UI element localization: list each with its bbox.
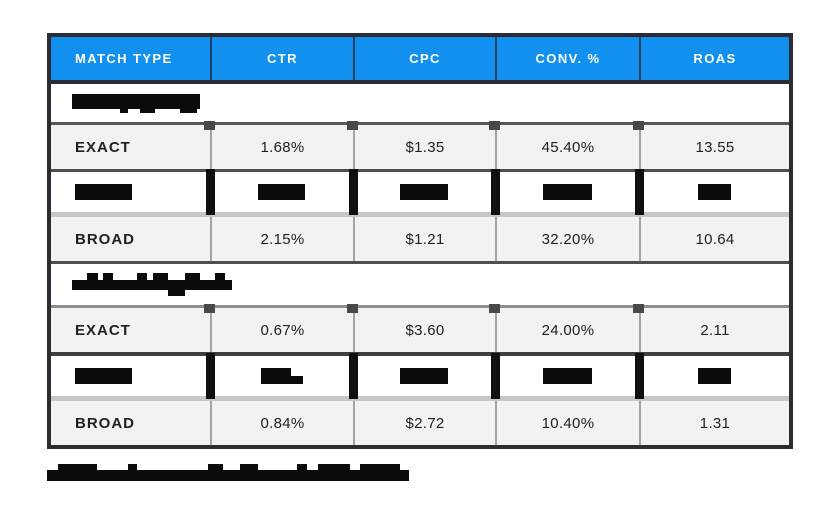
cell-cpc: $1.21: [353, 217, 495, 261]
header-label: MATCH TYPE: [75, 51, 173, 66]
header-cell-roas: ROAS: [639, 37, 789, 80]
redaction-bar: [697, 184, 731, 200]
section-2-title-row: [51, 264, 789, 313]
cell-conv: 10.40%: [495, 401, 639, 445]
header-label: ROAS: [693, 51, 737, 66]
redacted-column-divider: [349, 169, 358, 215]
redaction-bar: [542, 368, 592, 384]
redaction-bar: [400, 184, 448, 200]
header-cell-match-type: MATCH TYPE: [51, 37, 210, 80]
cell-match-type: BROAD: [75, 414, 135, 432]
redacted-column-divider: [349, 353, 358, 399]
cell-match-type: BROAD: [75, 230, 135, 248]
redacted-column-divider: [206, 353, 215, 399]
redaction-bar: [697, 368, 731, 384]
cell-ctr: 0.84%: [210, 401, 353, 445]
cell-conv-redacted: [495, 172, 639, 212]
border-nub: [489, 304, 500, 313]
cell-ctr-redacted: [210, 356, 353, 396]
redaction-bar: [75, 184, 132, 200]
cell-ctr: 1.68%: [210, 125, 353, 169]
redacted-column-divider: [635, 169, 644, 215]
cell-roas: 10.64: [639, 217, 789, 261]
border-nub: [633, 121, 644, 130]
cell-conv: 45.40%: [495, 125, 639, 169]
border-nub: [204, 121, 215, 130]
metrics-table: MATCH TYPE CTR CPC CONV. % ROAS EXACT 1.…: [47, 33, 793, 449]
cell-roas: 2.11: [639, 308, 789, 352]
cell-cpc-redacted: [353, 356, 495, 396]
border-nub: [489, 121, 500, 130]
table-header-row: MATCH TYPE CTR CPC CONV. % ROAS: [51, 37, 789, 84]
cell-match-type-redacted: [51, 356, 210, 396]
cell-ctr-redacted: [210, 172, 353, 212]
redacted-footnote: [47, 464, 409, 481]
redaction-bar: [75, 368, 132, 384]
cell-conv: 24.00%: [495, 308, 639, 352]
table-row-broad-2: BROAD 0.84% $2.72 10.40% 1.31: [51, 401, 789, 445]
table-row-broad-1: BROAD 2.15% $1.21 32.20% 10.64: [51, 217, 789, 264]
redacted-section-1-title: [72, 93, 200, 113]
table-row-exact-1: EXACT 1.68% $1.35 45.40% 13.55: [51, 125, 789, 172]
cell-roas-redacted: [639, 172, 789, 212]
cell-match-type: EXACT: [75, 138, 131, 156]
cell-cpc: $1.35: [353, 125, 495, 169]
cell-cpc-redacted: [353, 172, 495, 212]
redaction-bar: [400, 368, 448, 384]
redacted-column-divider: [491, 169, 500, 215]
redaction-bar: [542, 184, 592, 200]
header-label: CONV. %: [535, 51, 601, 66]
redaction-bar: [260, 368, 303, 384]
border-nub: [347, 304, 358, 313]
table-row-redacted-2: [51, 353, 789, 401]
cell-ctr: 2.15%: [210, 217, 353, 261]
redaction-bar: [258, 184, 305, 200]
header-cell-cpc: CPC: [353, 37, 495, 80]
table-row-exact-2: EXACT 0.67% $3.60 24.00% 2.11: [51, 308, 789, 356]
cell-roas: 1.31: [639, 401, 789, 445]
border-nub: [347, 121, 358, 130]
table-row-redacted-1: [51, 169, 789, 217]
border-nub: [204, 304, 215, 313]
redacted-column-divider: [635, 353, 644, 399]
cell-roas: 13.55: [639, 125, 789, 169]
header-label: CPC: [409, 51, 441, 66]
header-label: CTR: [267, 51, 298, 66]
redacted-column-divider: [206, 169, 215, 215]
redacted-section-2-title: [72, 273, 232, 296]
cell-match-type-redacted: [51, 172, 210, 212]
section-1-title-row: [51, 84, 789, 130]
header-cell-conv: CONV. %: [495, 37, 639, 80]
header-cell-ctr: CTR: [210, 37, 353, 80]
cell-conv-redacted: [495, 356, 639, 396]
cell-conv: 32.20%: [495, 217, 639, 261]
cell-ctr: 0.67%: [210, 308, 353, 352]
cell-cpc: $3.60: [353, 308, 495, 352]
redacted-column-divider: [491, 353, 500, 399]
cell-roas-redacted: [639, 356, 789, 396]
border-nub: [633, 304, 644, 313]
cell-match-type: EXACT: [75, 321, 131, 339]
cell-cpc: $2.72: [353, 401, 495, 445]
